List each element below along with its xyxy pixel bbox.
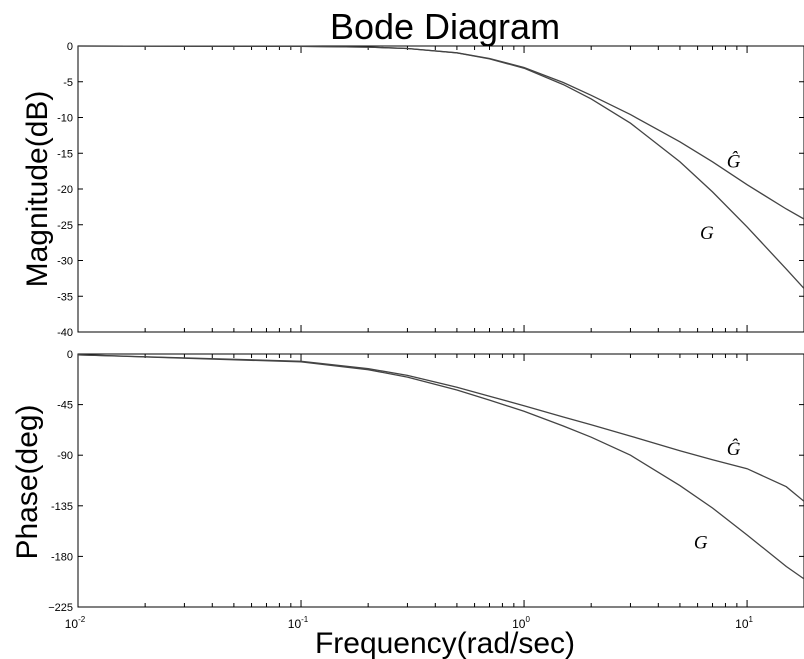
chart-title: Bode Diagram (330, 6, 560, 47)
magnitude-label-g: G (700, 223, 714, 244)
phase-ytick-label: -135 (51, 501, 73, 513)
magnitude-panel: 0-5-10-15-20-25-30-35-40 ĜG Magnitude(dB… (21, 41, 804, 339)
phase-curve-g (77, 354, 804, 580)
phase-label-g-hat: Ĝ (727, 438, 741, 460)
phase-ytick-label: -180 (51, 551, 73, 563)
magnitude-ytick-label: -15 (57, 148, 73, 160)
phase-label-g: G (694, 533, 708, 554)
phase-panel: 0-45-90-135-180−225 ĜG Phase(deg) (11, 349, 804, 614)
magnitude-ytick-label: -5 (63, 77, 73, 89)
magnitude-ytick-label: -35 (57, 291, 73, 303)
frequency-tick-label: 10-1 (288, 615, 309, 631)
magnitude-ytick-label: -40 (57, 327, 73, 339)
frequency-tick-label: 10-2 (65, 615, 86, 631)
phase-ytick-label: −225 (48, 602, 73, 614)
magnitude-axis-title: Magnitude(dB) (21, 91, 54, 288)
frequency-tick-label: 101 (735, 615, 753, 631)
magnitude-ytick-label: -10 (57, 113, 73, 125)
magnitude-ytick-label: 0 (67, 41, 73, 53)
phase-axis-ticks: 0 -45 -90 -135 -180 −225 (48, 349, 804, 614)
phase-ytick-label: -45 (57, 400, 73, 412)
phase-annotations: ĜG (694, 438, 741, 553)
magnitude-curve-g (77, 45, 804, 289)
magnitude-label-g-hat: Ĝ (727, 151, 741, 173)
phase-ytick-label: -90 (57, 450, 73, 462)
magnitude-curves (77, 45, 804, 289)
magnitude-ytick-label: -25 (57, 220, 73, 232)
magnitude-curve-g-hat (77, 45, 804, 220)
magnitude-ytick-label: -30 (57, 256, 73, 268)
magnitude-plot-frame (77, 45, 804, 333)
phase-plot-frame (77, 353, 804, 608)
frequency-axis-title: Frequency(rad/sec) (315, 627, 575, 659)
magnitude-annotations: ĜG (700, 151, 741, 245)
phase-axis-title: Phase(deg) (11, 404, 44, 559)
phase-curves (77, 354, 804, 580)
magnitude-axis-ticks: 0 -5 -10 -15 -20 -25 -30 -35 -40 (57, 41, 804, 339)
phase-ytick-label: 0 (67, 349, 73, 361)
frequency-tick-label: 100 (512, 615, 530, 631)
magnitude-ytick-label: -20 (57, 184, 73, 196)
phase-curve-g-hat (77, 354, 804, 502)
frequency-tick-labels: 10-2 10-1 100 101 (65, 615, 754, 631)
